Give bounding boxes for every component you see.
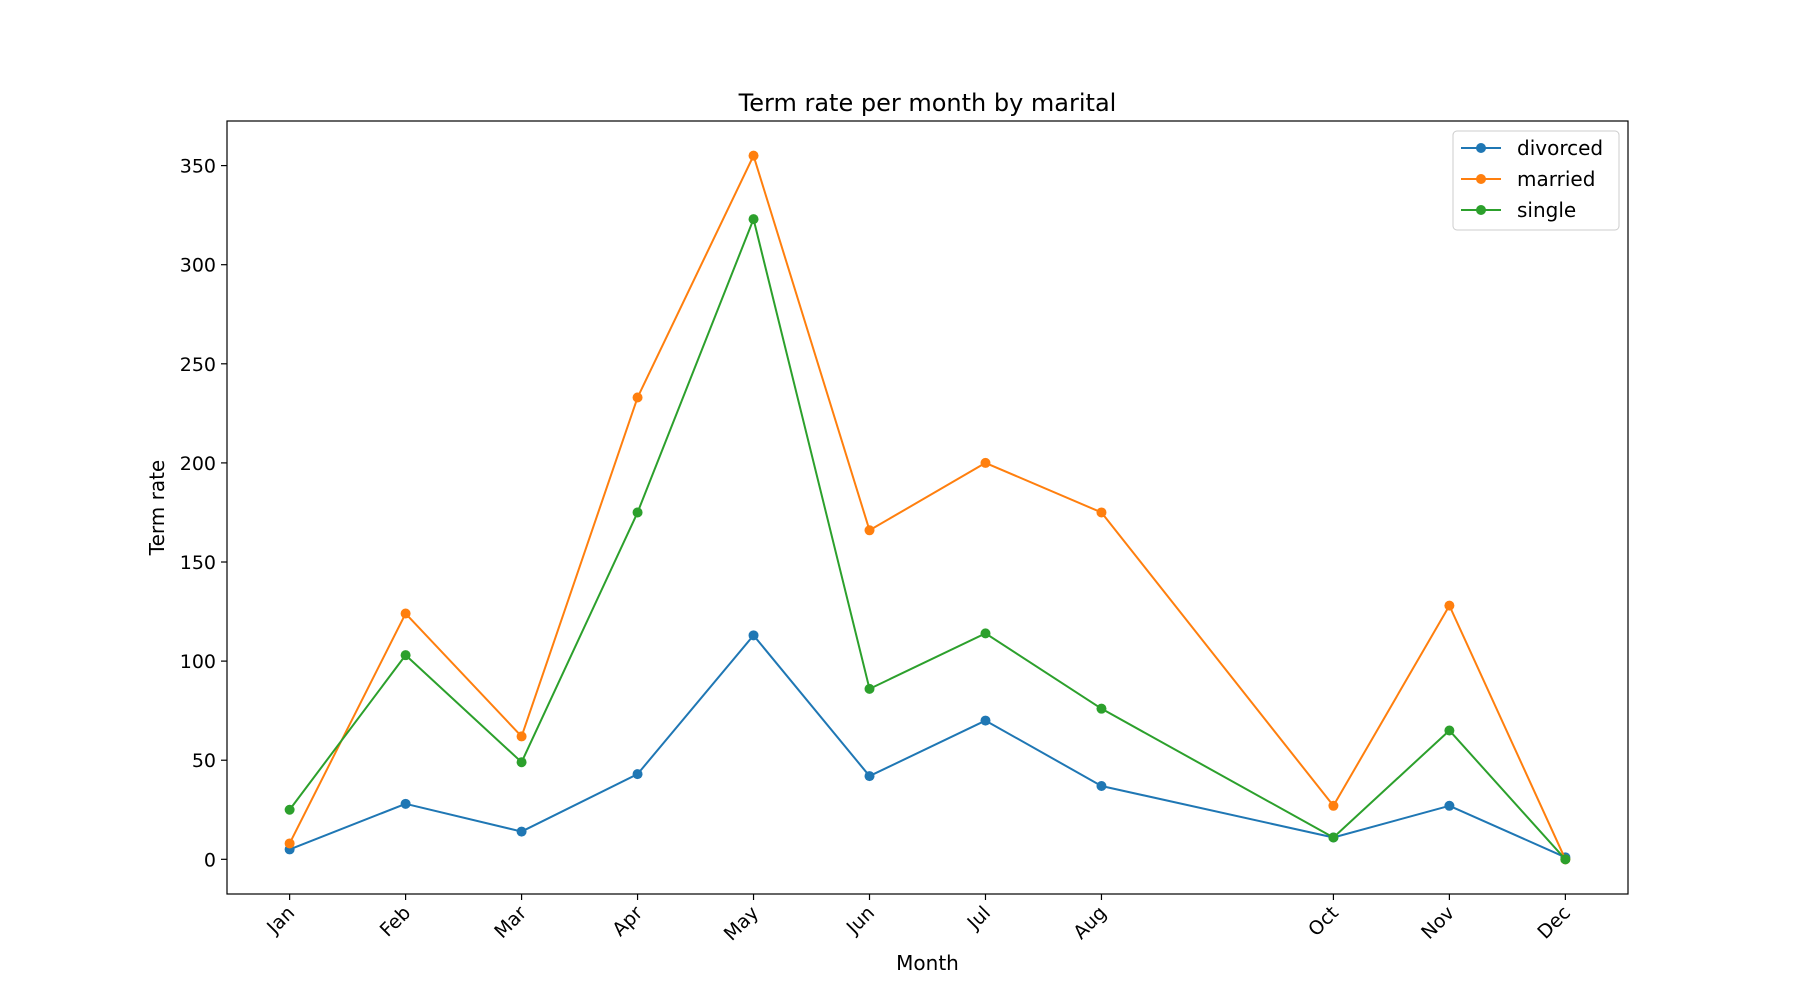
legend-marker-divorced — [1476, 143, 1486, 153]
point-married-Jan — [284, 838, 295, 849]
point-single-Apr — [632, 507, 643, 518]
x-tick-label-2: Mar — [490, 902, 531, 943]
y-tick-label-2: 100 — [180, 651, 216, 673]
point-divorced-Nov — [1444, 800, 1455, 811]
y-tick-label-4: 200 — [180, 453, 216, 475]
point-divorced-Apr — [632, 769, 643, 780]
x-tick-label-4: May — [720, 902, 763, 945]
point-single-Dec — [1560, 854, 1571, 865]
series-single — [284, 214, 1571, 865]
legend-marker-married — [1476, 174, 1486, 184]
point-divorced-Jul — [980, 715, 991, 726]
series-married — [284, 150, 1571, 865]
point-single-Feb — [400, 650, 411, 661]
x-axis-label: Month — [896, 951, 959, 975]
y-tick-label-7: 350 — [180, 156, 216, 178]
x-tick-label-6: Jul — [963, 902, 995, 934]
x-tick-label-9: Nov — [1417, 902, 1459, 944]
point-single-Jan — [284, 804, 295, 815]
legend: divorced married single — [1452, 130, 1620, 231]
legend-item-single: single — [1461, 198, 1576, 222]
x-tick-label-10: Dec — [1533, 902, 1575, 944]
y-tick-label-3: 150 — [180, 552, 216, 574]
x-tick-label-0: Jan — [262, 902, 299, 939]
legend-label-married: married — [1517, 167, 1595, 191]
point-married-Mar — [516, 731, 527, 742]
point-single-Mar — [516, 757, 527, 768]
x-tick-label-8: Oct — [1304, 902, 1343, 941]
point-married-Jun — [864, 525, 875, 536]
legend-item-divorced: divorced — [1461, 136, 1603, 160]
point-single-Jun — [864, 683, 875, 694]
legend-item-married: married — [1461, 167, 1595, 191]
plot-frame — [226, 120, 1629, 895]
y-tick-label-0: 0 — [204, 849, 216, 871]
x-tick-label-5: Jun — [842, 902, 879, 939]
y-axis: 0 50 100 150 200 250 300 350 — [180, 156, 227, 871]
point-divorced-Jun — [864, 771, 875, 782]
point-single-Jul — [980, 628, 991, 639]
legend-frame — [1452, 130, 1620, 231]
point-married-Nov — [1444, 600, 1455, 611]
point-married-Jul — [980, 457, 991, 468]
point-divorced-Feb — [400, 798, 411, 809]
series-layer — [284, 150, 1571, 865]
point-single-Nov — [1444, 725, 1455, 736]
point-single-May — [748, 214, 759, 225]
point-divorced-May — [748, 630, 759, 641]
x-tick-label-1: Feb — [376, 902, 415, 941]
point-married-May — [748, 150, 759, 161]
x-tick-label-3: Apr — [608, 902, 647, 941]
x-tick-label-7: Aug — [1069, 902, 1111, 944]
point-divorced-Mar — [516, 826, 527, 837]
point-married-Apr — [632, 392, 643, 403]
y-tick-label-5: 250 — [180, 354, 216, 376]
point-married-Oct — [1328, 800, 1339, 811]
point-married-Feb — [400, 608, 411, 619]
y-tick-label-1: 50 — [192, 750, 216, 772]
point-divorced-Aug — [1096, 780, 1107, 791]
legend-marker-single — [1476, 205, 1486, 215]
series-line-married — [288, 154, 1567, 860]
legend-label-single: single — [1517, 198, 1576, 222]
series-divorced — [284, 630, 1571, 863]
chart-title: Term rate per month by marital — [738, 89, 1117, 117]
legend-label-divorced: divorced — [1517, 136, 1603, 160]
point-single-Oct — [1328, 832, 1339, 843]
x-axis: Jan Feb Mar Apr May Jun Jul Aug Oct Nov Dec — [262, 894, 1575, 945]
y-tick-label-6: 300 — [180, 255, 216, 277]
point-married-Aug — [1096, 507, 1107, 518]
series-line-single — [288, 218, 1567, 860]
series-line-divorced — [289, 634, 1566, 859]
y-axis-label: Term rate — [145, 460, 169, 556]
plot-area — [226, 120, 1629, 895]
point-single-Aug — [1096, 703, 1107, 714]
